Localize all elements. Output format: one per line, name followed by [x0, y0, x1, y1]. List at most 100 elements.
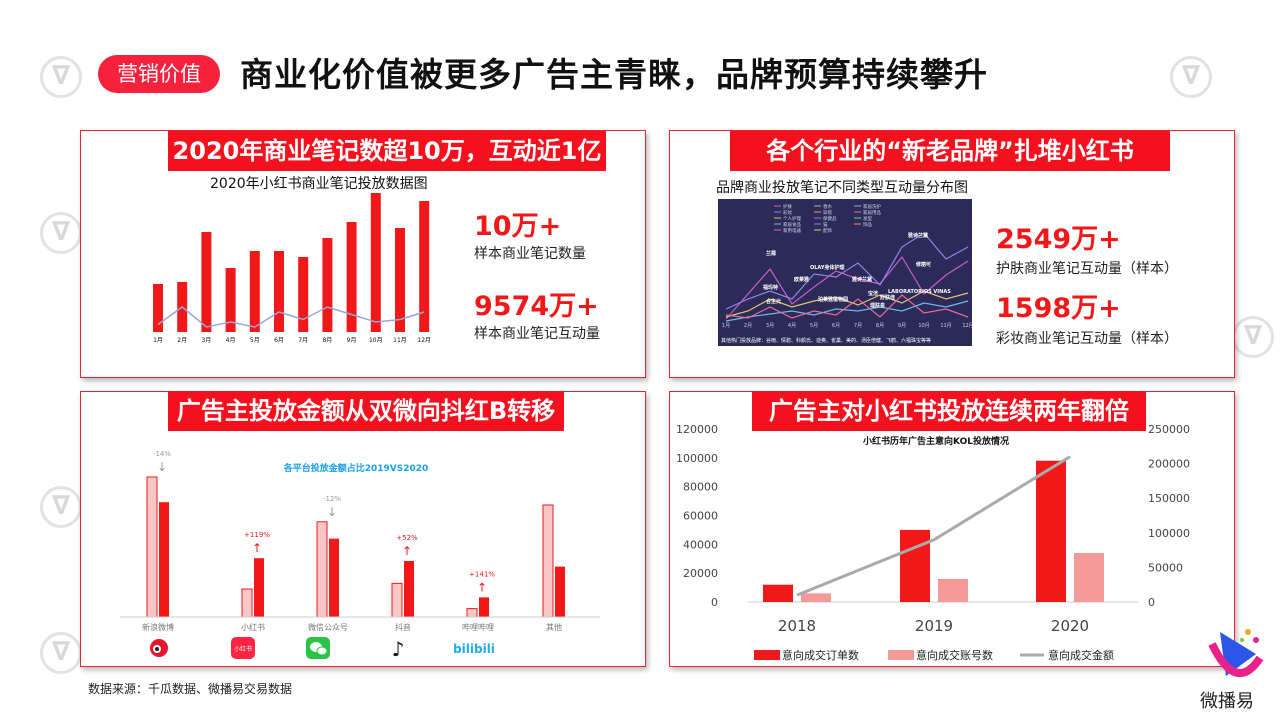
y-tick-label: 80000 [683, 481, 718, 494]
arrow-up-icon: ↑ [477, 580, 487, 594]
bilibili-icon: bilibili [453, 642, 495, 656]
amount-line [796, 455, 1071, 597]
x-tick-label: 3月 [766, 323, 774, 329]
x-tick-label: 2月 [177, 337, 187, 344]
bar-accounts [1074, 552, 1104, 602]
bar [249, 251, 260, 332]
brand-annotation: 兰蔻 [766, 250, 776, 257]
stat-note-interaction-label: 样本商业笔记互动量 [474, 326, 600, 342]
trend-line [157, 306, 425, 328]
brand-annotation: 宝洁 [868, 290, 878, 297]
legend-label: 意向成交账号数 [916, 648, 993, 662]
x-tick-label: 11月 [940, 323, 951, 329]
x-tick-label: 6月 [274, 337, 284, 344]
x-tick-label: 10月 [369, 337, 383, 344]
panel-title: 广告主对小红书投放连续两年翻倍 [752, 391, 1146, 431]
legend-label: 家用电器 [783, 227, 801, 234]
brand-annotation: LABORATORIOS VINAS [888, 289, 951, 295]
bar [298, 257, 309, 332]
brand-annotation: 雅诗兰黛 [852, 276, 872, 283]
legend-label: 家居食品 [783, 221, 801, 228]
x-tick-label: 4月 [788, 323, 796, 329]
bar [419, 201, 430, 332]
legend-label: 猫 [823, 221, 828, 228]
bar-2020 [254, 558, 264, 617]
watermark-logo-icon: ∇ [40, 632, 82, 674]
x-tick-label: 8月 [322, 337, 332, 344]
stat-makeup: 1598万+ [996, 293, 1121, 324]
x-tick-label: 微信公众号 [308, 622, 348, 632]
legend-label: 配饰 [823, 227, 832, 234]
bar-2020 [479, 597, 489, 617]
bar [370, 193, 381, 332]
bar [322, 238, 333, 332]
stat-skincare: 2549万+ [996, 224, 1121, 255]
bar [274, 251, 284, 332]
bar-accounts [801, 593, 831, 602]
weibo-icon [150, 639, 168, 657]
bar-accounts [938, 578, 968, 602]
bar-2019 [542, 504, 554, 618]
change-label: +141% [469, 570, 495, 578]
bar-orders [763, 584, 793, 602]
x-tick-label: 10月 [918, 323, 929, 329]
watermark-logo-icon: ∇ [40, 56, 82, 98]
arrow-down-icon: ↓ [327, 505, 337, 519]
bar-2019 [391, 582, 403, 618]
xiaohongshu-icon: 小红书 [231, 637, 255, 659]
x-tick-label: 3月 [201, 337, 211, 344]
legend-label: 护肤 [783, 203, 792, 210]
legend-label: 香水 [823, 203, 832, 210]
x-tick-label: 1月 [722, 323, 730, 329]
legend-label: 意向成交金额 [1048, 648, 1114, 662]
brand-annotation: 福玛特 [762, 284, 778, 291]
bar [153, 284, 163, 332]
arrow-up-icon: ↑ [252, 541, 262, 555]
bar-2019 [466, 608, 478, 618]
brand-annotation: 理肤泉 [870, 302, 886, 309]
legend-label: 彩妆 [783, 209, 792, 216]
brand-annotation: 雅诗兰黛 [908, 232, 928, 239]
x-tick-label: 新浪微博 [142, 622, 174, 632]
brand-annotation: 珀莱雅植物园 [818, 296, 848, 303]
chart-notes-monthly: 1月 2月 3月 4月 5月 6月 7月 8月 9月 10月 11月 12月 [153, 193, 431, 344]
x-tick-label: 7月 [298, 337, 308, 344]
panel-commercial-notes [80, 130, 646, 378]
page-title: 商业化价值被更多广告主青睐，品牌预算持续攀升 [240, 55, 988, 94]
bar-2019 [241, 588, 253, 618]
data-source: 数据来源：千瓜数据、微播易交易数据 [88, 682, 293, 696]
y-tick-label: 40000 [683, 538, 718, 551]
legend-swatch [754, 650, 780, 660]
change-label: -14% [153, 450, 171, 458]
chart-platform-share: 各平台投放金额占比2019VS2020 新浪微博 -14% ↓ 小红书 +119% ↑ 微信… [120, 450, 600, 661]
chart-kol-yearly: 小红书历年广告主意向KOL投放情况 0 20000 40000 60000 80000 1… [676, 423, 1190, 662]
x-tick-label: 1月 [153, 337, 163, 344]
y2-tick-label: 200000 [1148, 458, 1190, 471]
y-tick-label: 100000 [676, 452, 718, 465]
legend-label: 家居洗护 [863, 203, 881, 210]
svg-text:♪: ♪ [392, 637, 405, 661]
chart-title: 品牌商业投放笔记不同类型互动量分布图 [716, 180, 968, 196]
x-tick-label: 5月 [250, 337, 260, 344]
panel-title: 各个行业的“新老品牌”扎堆小红书 [730, 131, 1170, 171]
bar-2019 [316, 521, 328, 618]
logo-mark-icon [1208, 629, 1264, 678]
y2-tick-label: 250000 [1148, 423, 1190, 436]
bar [346, 222, 357, 332]
x-tick-label: 5月 [810, 323, 818, 329]
bar-2020 [159, 502, 169, 617]
bar-2020 [555, 566, 565, 617]
brand-annotation: 修丽可 [915, 261, 931, 268]
brand-annotation: 舒肤佳 [879, 294, 895, 301]
y2-tick-label: 150000 [1148, 492, 1190, 505]
panel-title: 广告主投放金额从双微向抖红B转移 [168, 391, 564, 431]
legend-label: 穿搭 [823, 209, 832, 216]
x-tick-label: 9月 [898, 323, 906, 329]
y2-tick-label: 50000 [1148, 561, 1183, 574]
legend-label: 意向成交订单数 [782, 648, 859, 662]
bar [225, 268, 236, 332]
x-tick-label: 11月 [393, 337, 407, 344]
legend-label: 保健品 [823, 215, 837, 222]
legend-label: 饰品 [863, 221, 872, 228]
x-tick-label: 12月 [962, 323, 972, 329]
